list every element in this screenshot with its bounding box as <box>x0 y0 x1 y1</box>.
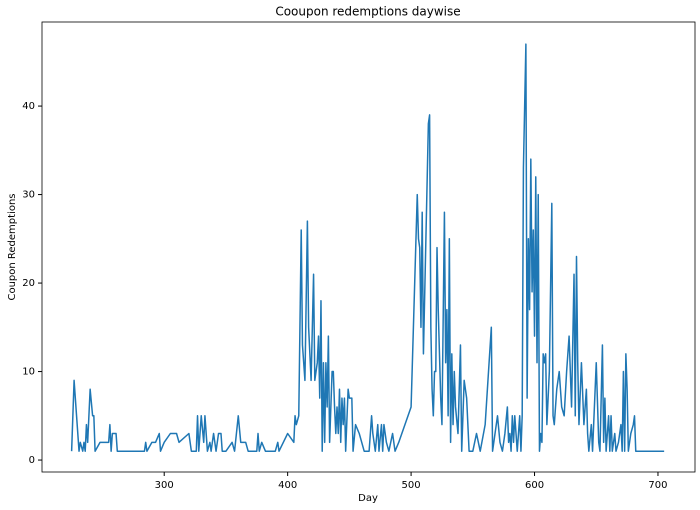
x-axis-label: Day <box>358 493 378 504</box>
x-tick-label: 400 <box>278 480 297 491</box>
x-tick-label: 500 <box>402 480 421 491</box>
y-tick-label: 40 <box>22 101 35 112</box>
x-tick-label: 300 <box>155 480 174 491</box>
chart-title: Cooupon redemptions daywise <box>275 5 460 19</box>
y-tick-label: 20 <box>22 278 35 289</box>
x-tick-label: 600 <box>525 480 544 491</box>
y-axis-label: Coupon Redemptions <box>7 193 18 300</box>
x-tick-label: 700 <box>648 480 667 491</box>
data-line <box>70 43 665 452</box>
y-tick-label: 30 <box>22 190 35 201</box>
axes-frame <box>41 21 696 473</box>
y-tick-label: 10 <box>22 367 35 378</box>
y-tick-label: 0 <box>29 455 35 466</box>
